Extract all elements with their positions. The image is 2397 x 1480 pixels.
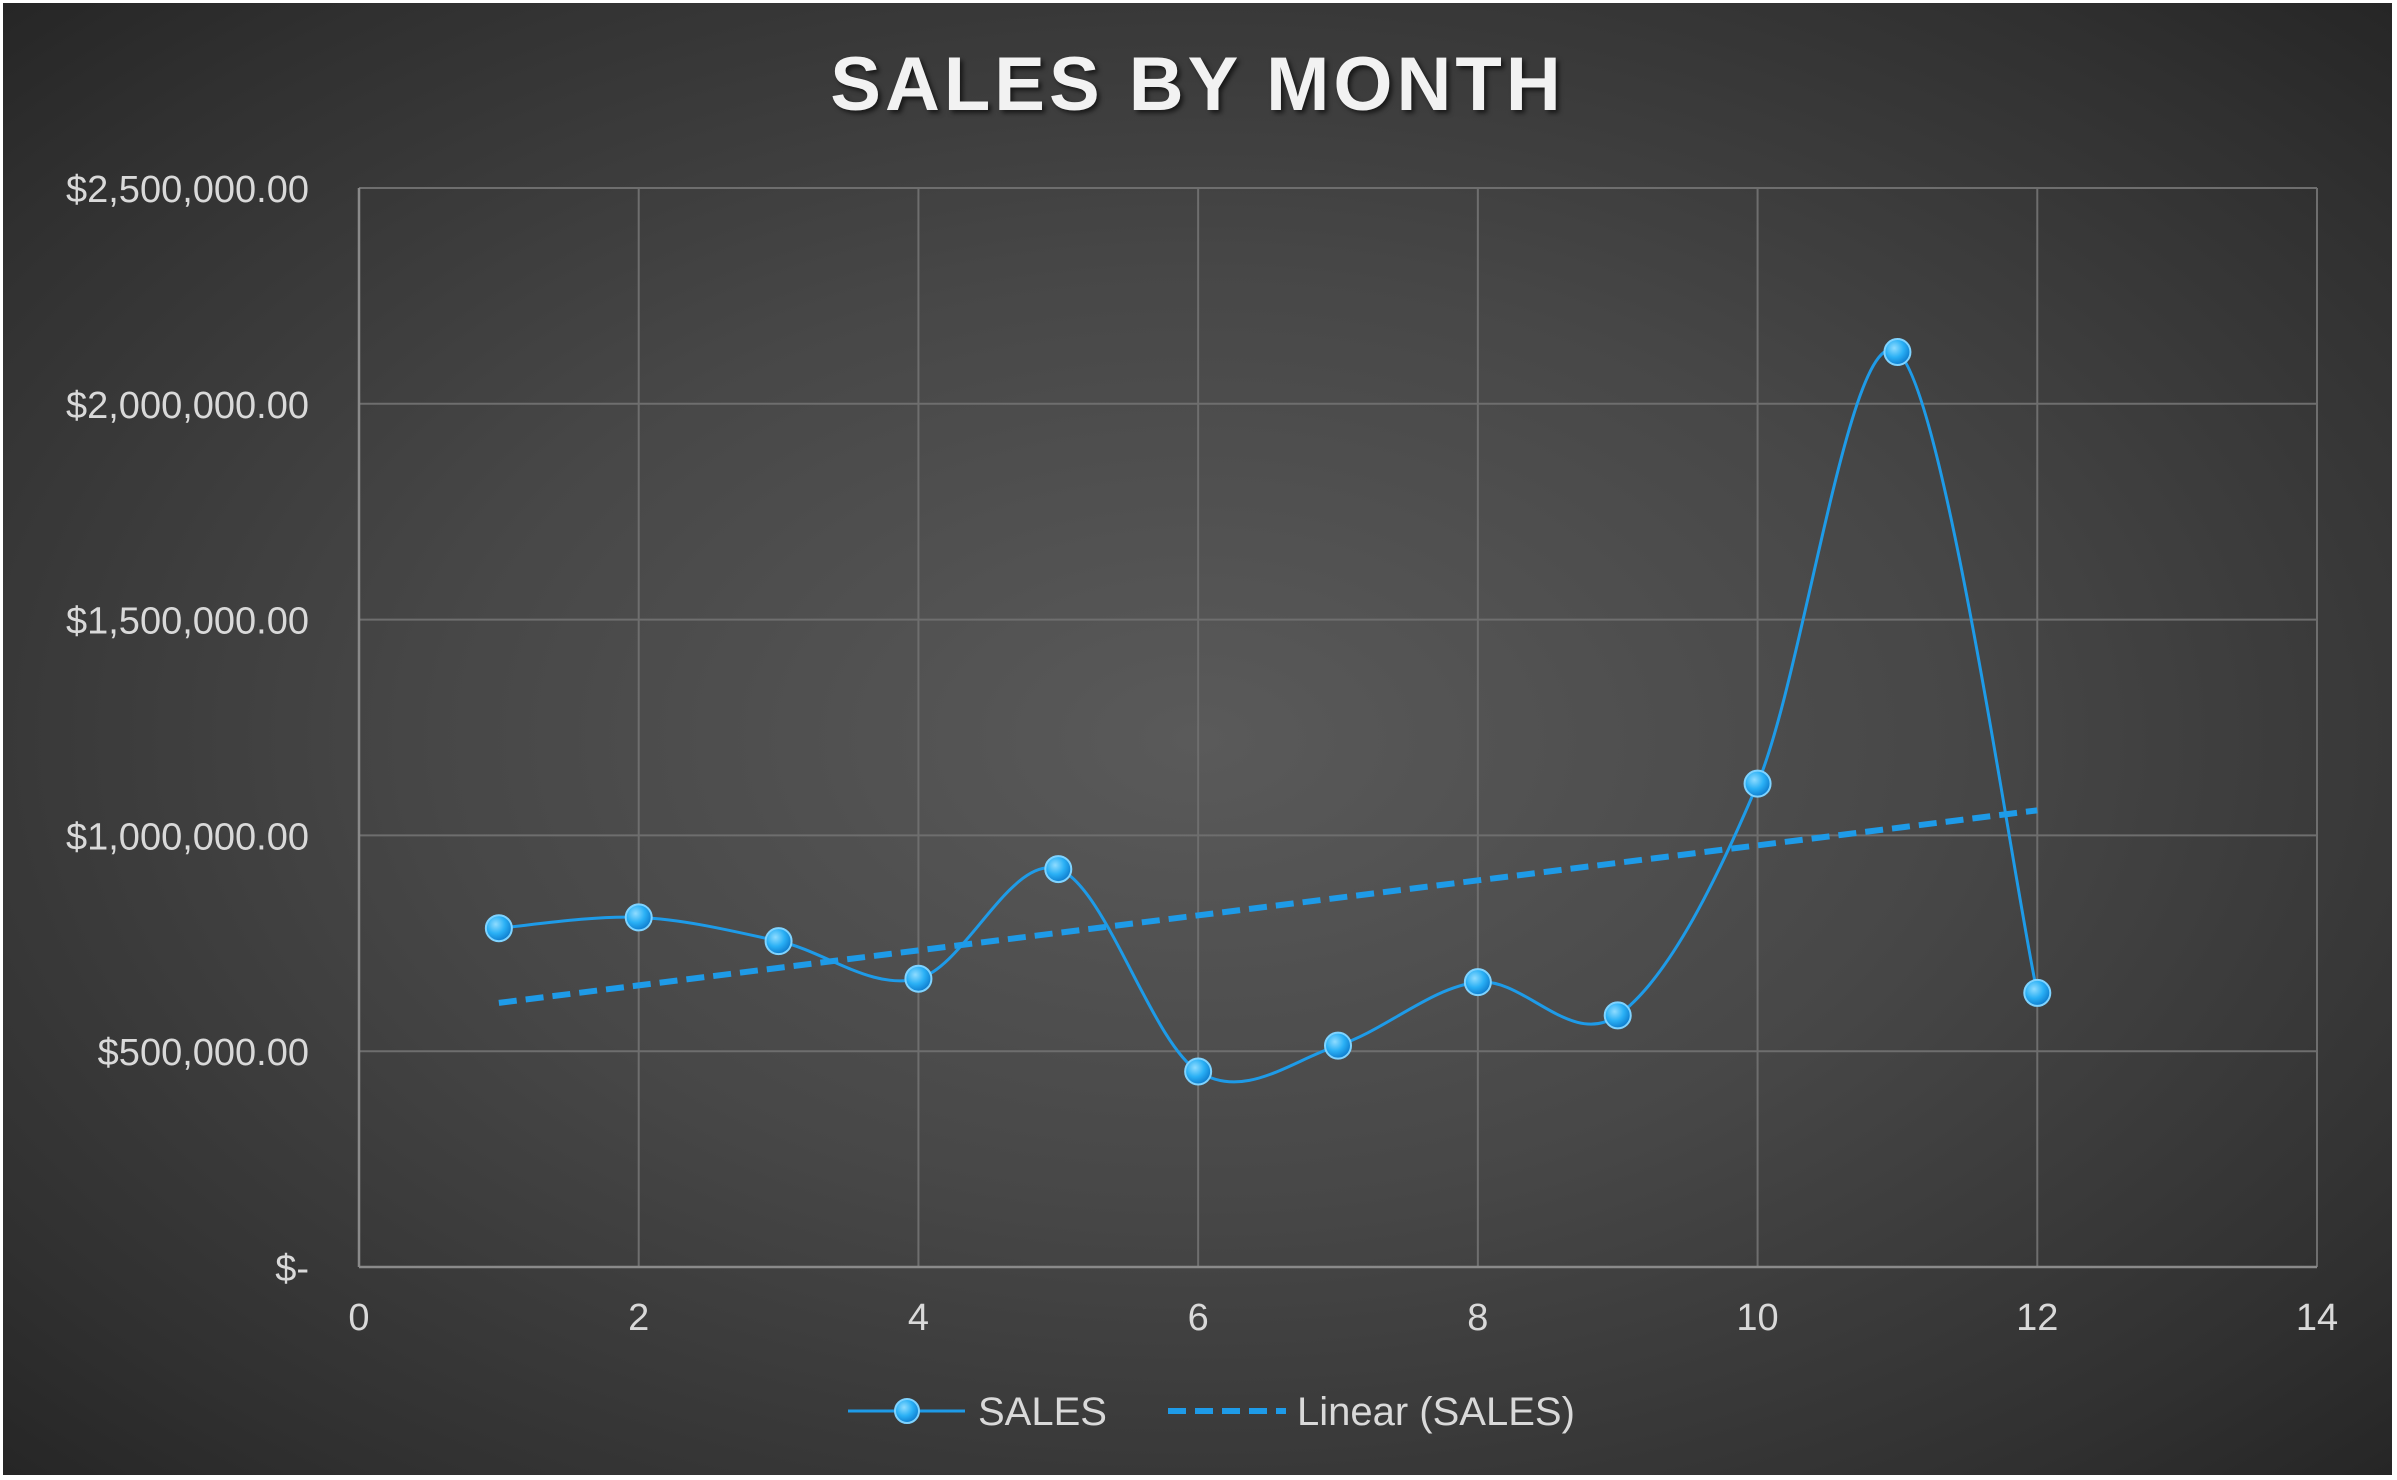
sales-point (2023, 978, 2052, 1007)
legend: SALES Linear (SALES) (848, 1390, 1575, 1434)
x-tick-label: 14 (2296, 1297, 2338, 1339)
y-tick-label: $1,000,000.00 (66, 816, 309, 858)
trendline (498, 807, 2038, 1006)
gridlines (359, 187, 2318, 1267)
sales-point (624, 903, 653, 932)
sales-point (1463, 968, 1492, 997)
y-tick-label: $2,000,000.00 (66, 385, 309, 427)
tick-labels: 0 2 4 6 8 10 12 14 $- $500,000.00 $1,000,000.00 $1,… (66, 169, 2338, 1339)
x-tick-label: 6 (1188, 1297, 1209, 1339)
y-tick-label: $- (275, 1248, 309, 1290)
sales-point (1324, 1031, 1352, 1060)
sales-point (1184, 1057, 1213, 1086)
sales-point (1044, 855, 1073, 884)
sales-point (764, 927, 793, 956)
sales-point (1883, 338, 1912, 367)
legend-trend-label: Linear (SALES) (1297, 1390, 1575, 1434)
sales-point (484, 914, 513, 943)
chart-title: SALES BY MONTH (830, 42, 1565, 127)
chart-area: 0 2 4 6 8 10 12 14 $- $500,000.00 $1,000,000.00 $1,… (3, 3, 2392, 1475)
x-tick-label: 12 (2016, 1297, 2058, 1339)
sales-series (484, 338, 2052, 1086)
y-tick-label: $1,500,000.00 (66, 601, 309, 643)
y-tick-label: $500,000.00 (98, 1032, 309, 1074)
x-tick-label: 10 (1736, 1297, 1778, 1339)
x-tick-label: 2 (628, 1297, 649, 1339)
trendline-linear-sales (498, 807, 2038, 1006)
axes (357, 188, 2317, 1269)
x-tick-label: 8 (1467, 1297, 1488, 1339)
legend-sales-marker (894, 1398, 920, 1424)
x-tick-label: 0 (348, 1297, 369, 1339)
chart-canvas: 0 2 4 6 8 10 12 14 $- $500,000.00 $1,000,000.00 $1,… (66, 169, 2338, 1434)
sales-line (498, 348, 2039, 1084)
x-tick-label: 4 (908, 1297, 929, 1339)
sales-point (1603, 1001, 1632, 1030)
sales-point (1743, 769, 1772, 798)
y-tick-label: $2,500,000.00 (66, 169, 309, 211)
legend-sales-label: SALES (978, 1390, 1107, 1434)
sales-point (904, 964, 933, 993)
